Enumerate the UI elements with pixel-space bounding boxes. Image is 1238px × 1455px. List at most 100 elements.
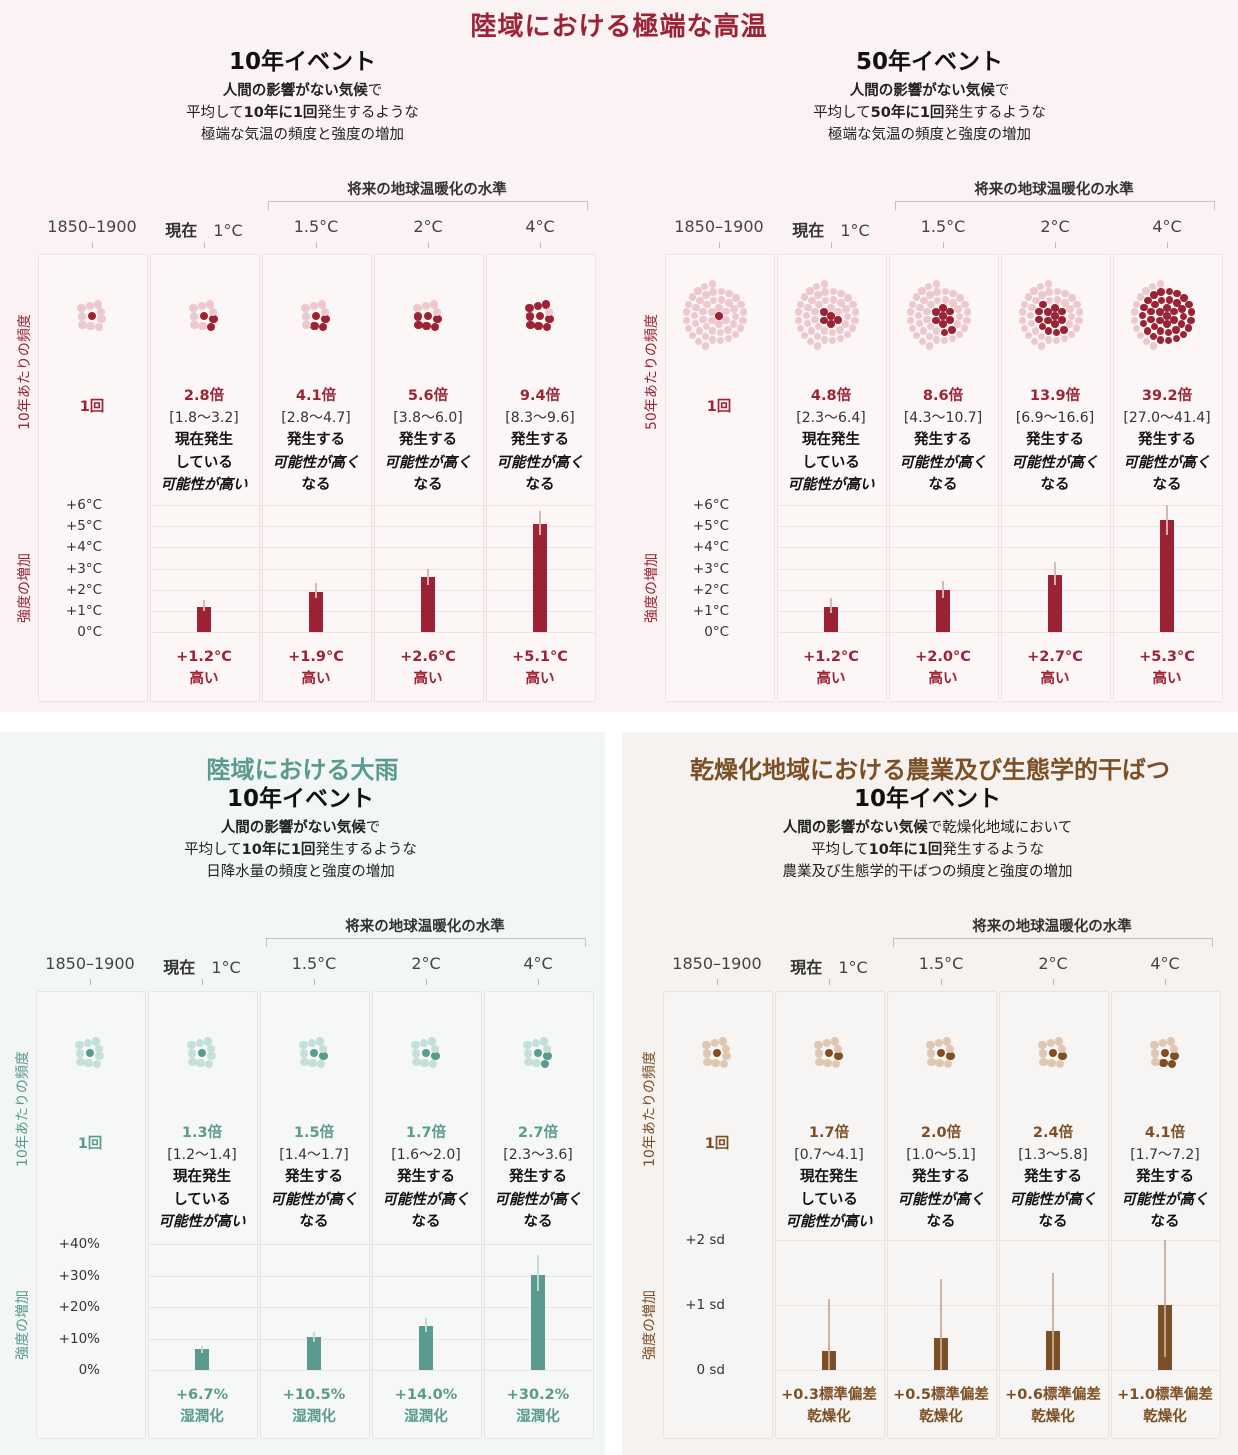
event-dot-baseline [804,303,812,312]
event-dot-baseline [701,332,710,341]
event-dot-baseline [83,1038,93,1048]
event-dot-baseline [412,1057,421,1067]
likelihood-line: 発生する [397,1169,455,1185]
event-dot-occurring [1187,316,1195,325]
event-dot-baseline [77,303,86,313]
intensity-error-bar [940,1279,942,1370]
frequency-multiplier: 2.0倍 [920,1125,962,1141]
event-dot-baseline [1026,311,1035,320]
event-dot-baseline [93,300,103,309]
event-dot-baseline [94,322,104,332]
intensity-error-bar [537,1255,539,1292]
likelihood-line: 可能性が高い [787,477,875,493]
intensity-qualifier: 湿潤化 [180,1409,224,1425]
event-dot-baseline [203,1037,213,1046]
frequency-range: [8.3〜9.6] [505,410,575,426]
event-dot-baseline [815,300,823,309]
likelihood-line: している [175,454,233,471]
event-dot-baseline [1072,324,1081,332]
event-dot-baseline [1066,305,1074,313]
event-dot-baseline [914,311,923,320]
column-header-4c: 4°C [1152,217,1182,236]
event-dot-baseline [309,301,319,311]
event-dot-occurring [1151,300,1159,309]
desc-text: で [367,83,383,99]
event-dot-baseline [940,336,949,345]
event-dot-baseline [1132,324,1141,333]
desc-text: で [994,83,1010,99]
event-dot-occurring [1150,322,1159,331]
baseline-frequency: 1回 [79,399,105,415]
event-dot-baseline [841,320,849,328]
event-dot-baseline [932,336,941,344]
event-dot-occurring [1164,328,1173,337]
event-dot-baseline [1045,288,1053,296]
column-tick [426,979,427,985]
event-dot-baseline [92,1059,102,1069]
event-dot-baseline [690,311,699,320]
event-dot-baseline [695,327,704,335]
intensity-error-bar [315,583,317,599]
event-dot-baseline [299,1049,309,1058]
likelihood-line: 発生する [914,432,972,448]
event-dot-baseline [1020,300,1029,308]
desc-text: 発生するような [315,842,417,858]
event-dot-occurring [1170,307,1178,316]
desc-bold: 10年に1回 [241,842,316,858]
frequency-range: [6.9〜16.6] [1015,410,1095,426]
future-warming-bracket [268,201,588,210]
event-dot-occurring [1157,296,1166,305]
event-dot-baseline [820,327,829,335]
event-dot-baseline [920,296,928,305]
event-dot-baseline [1132,300,1141,308]
event-dot-baseline [1039,1057,1048,1067]
future-warming-bracket [266,938,586,947]
event-dot-baseline [724,326,732,334]
frequency-multiplier: 1.5倍 [293,1125,335,1141]
column-tick [92,242,93,248]
event-dot-baseline [955,312,964,321]
event-dot-baseline [1037,332,1046,341]
event-dot-occurring [321,314,330,324]
event-dot-baseline [691,319,700,328]
frequency-multiplier: 1.3倍 [181,1125,223,1141]
event-dot-baseline [796,300,805,308]
event-dot-occurring [1159,1058,1168,1068]
event-dot-baseline [925,342,934,350]
event-dot-baseline [953,320,961,328]
event-dot-baseline [821,288,829,296]
frequency-range: [1.0〜5.1] [906,1147,976,1163]
column-tick [540,242,541,248]
drought-region [622,732,1238,1455]
likelihood-line: 発生する [1026,432,1084,448]
likelihood-line: なる [926,1214,956,1230]
event-dot-baseline [1053,287,1062,296]
event-dot-baseline [1075,308,1084,316]
event-dot-baseline [190,320,199,330]
event-dot-baseline [722,316,730,324]
event-dot-baseline [851,316,859,325]
event-dot-occurring [85,1048,95,1058]
intensity-value: +10.5% [282,1387,346,1403]
intensity-tick-label: +6°C [65,497,102,513]
event-dot-baseline [837,299,845,307]
event-dot-baseline [926,1049,936,1058]
event-dot-baseline [1044,336,1053,344]
likelihood-line: している [800,1191,858,1208]
event-dot-baseline [739,316,747,325]
event-dot-occurring [1150,291,1158,299]
intensity-tick-label: +2 sd [685,1232,725,1248]
event-dot-occurring [87,311,97,321]
event-dot-baseline [709,296,718,305]
event-dot-baseline [827,304,835,312]
panel-description: 人間の影響がない気候で 平均して10年に1回発生するような 極端な気温の頻度と強度の… [0,80,605,146]
event-dot-occurring [1185,300,1193,309]
intensity-value: +5.3°C [1139,649,1195,665]
desc-text: 極端な気温の頻度と強度の増加 [828,127,1031,143]
desc-bold: 50年に1回 [870,105,945,121]
event-dot-baseline [926,322,935,331]
event-dot-baseline [299,1040,308,1050]
desc-text: 発生するような [944,105,1046,121]
event-dot-baseline [1037,342,1046,350]
event-dot-baseline [187,1040,196,1050]
